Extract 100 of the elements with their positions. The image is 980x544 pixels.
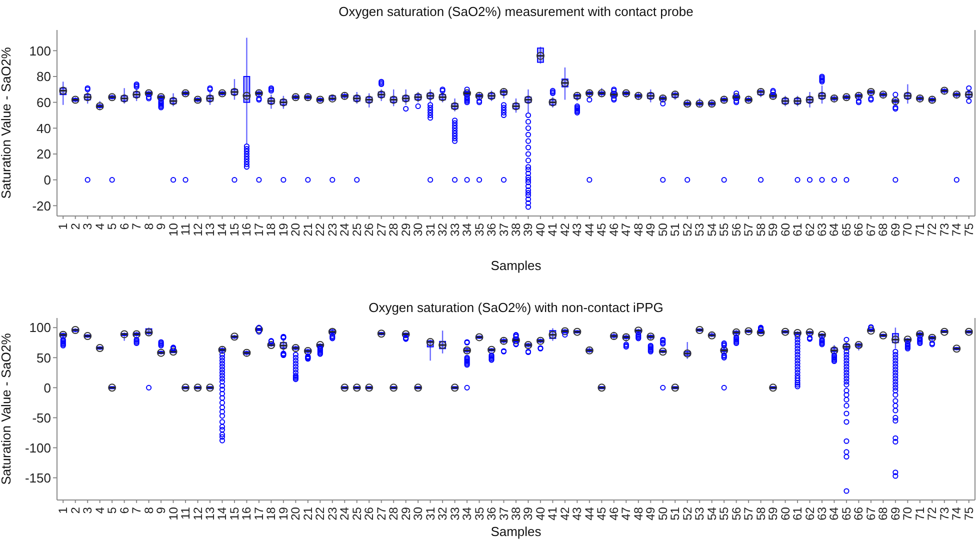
x-tick-label: 59 xyxy=(766,506,780,520)
x-tick-label: 17 xyxy=(252,506,266,520)
x-tick-label: 25 xyxy=(350,222,364,236)
x-tick-label: 53 xyxy=(692,506,707,520)
x-tick-label: 60 xyxy=(778,222,792,236)
x-tick-label: 58 xyxy=(754,506,768,520)
x-tick-label: 67 xyxy=(864,506,878,520)
x-tick-label: 69 xyxy=(888,506,902,520)
x-tick-label: 30 xyxy=(411,222,426,236)
x-tick-label: 10 xyxy=(166,222,180,236)
x-tick-label: 74 xyxy=(950,506,964,520)
x-tick-label: 65 xyxy=(839,506,854,520)
x-tick-label: 24 xyxy=(338,222,352,236)
x-tick-label: 47 xyxy=(619,506,634,520)
x-tick-label: 61 xyxy=(790,222,805,236)
x-tick-label: 73 xyxy=(937,222,952,236)
y-axis-title: Saturation Value - SaO2% xyxy=(0,332,14,485)
x-tick-label: 48 xyxy=(631,506,646,520)
x-tick-label: 5 xyxy=(105,506,120,514)
x-tick-label: 57 xyxy=(742,222,756,236)
x-tick-label: 20 xyxy=(288,506,303,520)
x-tick-label: 63 xyxy=(815,222,829,236)
x-tick-label: 28 xyxy=(386,222,401,236)
x-tick-label: 51 xyxy=(668,222,682,236)
x-tick-label: 12 xyxy=(190,506,205,520)
x-tick-label: 16 xyxy=(240,222,254,236)
x-tick-label: 29 xyxy=(398,506,413,520)
y-tick-label: 100 xyxy=(29,320,51,336)
x-tick-label: 35 xyxy=(472,222,486,236)
x-tick-label: 67 xyxy=(864,222,878,236)
x-tick-label: 72 xyxy=(925,506,940,520)
x-tick-label: 39 xyxy=(521,222,536,236)
x-tick-label: 18 xyxy=(264,222,278,236)
x-tick-label: 3 xyxy=(80,506,95,514)
x-tick-label: 64 xyxy=(827,506,842,520)
x-tick-label: 68 xyxy=(876,506,890,520)
x-tick-label: 59 xyxy=(766,222,780,236)
x-tick-label: 49 xyxy=(644,506,658,520)
x-tick-label: 73 xyxy=(937,506,952,520)
x-tick-label: 62 xyxy=(802,222,817,236)
x-tick-label: 7 xyxy=(130,222,144,230)
x-tick-label: 50 xyxy=(656,506,670,520)
x-tick-label: 15 xyxy=(227,506,242,520)
x-tick-label: 27 xyxy=(374,222,388,236)
x-tick-label: 9 xyxy=(154,222,168,230)
x-tick-label: 43 xyxy=(570,222,584,236)
x-tick-label: 9 xyxy=(154,506,168,514)
x-tick-label: 28 xyxy=(386,506,401,520)
x-tick-label: 22 xyxy=(313,222,328,236)
x-tick-label: 13 xyxy=(203,222,217,236)
x-tick-label: 40 xyxy=(533,506,548,520)
x-tick-label: 46 xyxy=(606,506,621,520)
x-tick-label: 1 xyxy=(56,506,70,514)
x-tick-label: 56 xyxy=(729,222,744,236)
x-tick-label: 72 xyxy=(925,222,940,236)
x-tick-label: 42 xyxy=(558,506,572,520)
y-tick-label: 60 xyxy=(36,94,51,110)
x-tick-label: 33 xyxy=(448,222,462,236)
x-tick-label: 47 xyxy=(619,222,634,236)
x-tick-label: 35 xyxy=(472,506,486,520)
x-tick-label: 36 xyxy=(484,222,499,236)
x-tick-label: 38 xyxy=(509,222,523,236)
x-tick-label: 53 xyxy=(692,222,707,236)
x-tick-label: 42 xyxy=(558,222,572,236)
x-tick-label: 39 xyxy=(521,506,536,520)
x-tick-label: 8 xyxy=(142,506,156,514)
x-tick-label: 74 xyxy=(950,222,964,236)
x-tick-label: 70 xyxy=(900,222,915,236)
x-tick-label: 54 xyxy=(704,222,719,236)
x-tick-label: 36 xyxy=(484,506,499,520)
x-tick-label: 33 xyxy=(448,506,462,520)
x-tick-label: 71 xyxy=(912,506,927,520)
x-tick-label: 38 xyxy=(509,506,523,520)
x-tick-label: 69 xyxy=(888,222,902,236)
x-axis-title: Samples xyxy=(490,258,542,273)
x-tick-label: 62 xyxy=(802,506,817,520)
x-tick-label: 44 xyxy=(582,506,596,520)
y-tick-label: 0 xyxy=(44,380,51,396)
x-tick-label: 40 xyxy=(533,222,548,236)
x-tick-label: 26 xyxy=(362,506,376,520)
chart-title: Oxygen saturation (SaO2%) with non-contact iPPG xyxy=(368,300,664,315)
x-tick-label: 61 xyxy=(790,506,805,520)
x-tick-label: 23 xyxy=(325,506,340,520)
x-tick-label: 58 xyxy=(754,222,768,236)
x-tick-label: 19 xyxy=(276,506,290,520)
x-tick-label: 20 xyxy=(288,222,303,236)
x-tick-label: 21 xyxy=(300,222,315,236)
y-tick-label: 20 xyxy=(36,146,51,162)
x-tick-label: 14 xyxy=(215,222,230,236)
x-tick-label: 45 xyxy=(594,222,609,236)
x-tick-label: 41 xyxy=(546,506,560,520)
x-tick-label: 50 xyxy=(656,222,670,236)
x-tick-label: 24 xyxy=(338,506,352,520)
x-tick-label: 66 xyxy=(852,506,866,520)
x-tick-label: 2 xyxy=(68,506,82,514)
x-tick-label: 60 xyxy=(778,506,792,520)
x-tick-label: 54 xyxy=(704,506,719,520)
y-tick-label: 50 xyxy=(36,350,51,366)
x-tick-label: 49 xyxy=(644,222,658,236)
x-tick-label: 70 xyxy=(900,506,915,520)
